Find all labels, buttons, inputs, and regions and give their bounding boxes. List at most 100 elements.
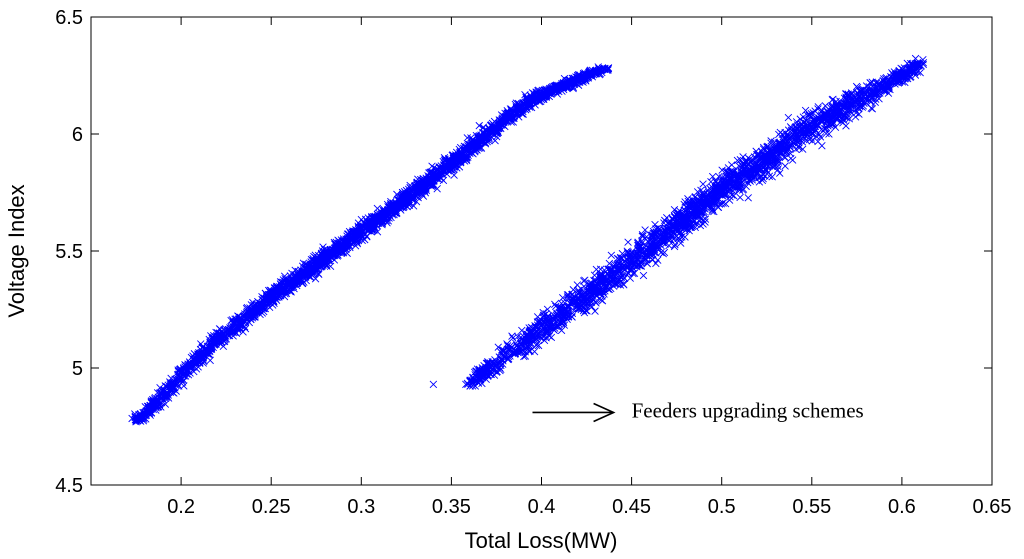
scatter-point-series-2 (833, 103, 841, 111)
scatter-point-series-2 (652, 259, 660, 268)
scatter-point-series-2 (535, 317, 543, 326)
scatter-point-series-2 (837, 100, 845, 108)
scatter-point-series-2 (854, 103, 863, 112)
scatter-point-series-1 (561, 80, 570, 89)
scatter-point-series-1 (409, 202, 418, 210)
scatter-point-series-1 (537, 92, 546, 101)
scatter-point-series-2 (511, 350, 519, 358)
scatter-point-series-2 (469, 373, 477, 382)
scatter-point-series-1 (327, 252, 335, 260)
scatter-point-series-2 (861, 98, 870, 107)
scatter-point-series-2 (634, 251, 643, 260)
scatter-point-series-2 (654, 256, 662, 264)
scatter-point-series-1 (169, 385, 178, 393)
scatter-point-series-2 (680, 200, 688, 209)
scatter-point-series-1 (384, 203, 392, 211)
scatter-point-series-1 (435, 166, 443, 175)
scatter-point-series-1 (321, 259, 330, 268)
scatter-point-series-1 (600, 64, 609, 73)
scatter-point-series-2 (617, 254, 625, 263)
scatter-point-series-2 (662, 227, 670, 235)
scatter-point-series-2 (908, 68, 916, 76)
scatter-point-series-2 (686, 200, 695, 208)
scatter-point-series-1 (306, 261, 314, 269)
y-tick-label: 6 (72, 124, 83, 146)
scatter-point-series-1 (250, 308, 259, 316)
scatter-point-series-2 (623, 261, 631, 269)
scatter-point-series-1 (256, 300, 265, 308)
scatter-point-series-2 (729, 176, 738, 185)
scatter-point-series-2 (520, 352, 528, 361)
scatter-point-series-1 (369, 219, 378, 227)
scatter-point-series-2 (846, 100, 854, 109)
scatter-point-series-2 (744, 178, 752, 187)
scatter-point-series-2 (784, 132, 793, 141)
scatter-point-series-2 (733, 156, 742, 165)
scatter-point-series-2 (588, 303, 596, 311)
scatter-point-series-2 (604, 279, 612, 287)
scatter-point-series-2 (543, 305, 552, 314)
scatter-point-series-1 (161, 394, 170, 402)
scatter-point-series-1 (527, 99, 535, 108)
scatter-point-series-2 (896, 76, 904, 84)
scatter-point-series-2 (580, 308, 589, 317)
scatter-point-series-2 (591, 307, 599, 315)
scatter-point-series-1 (584, 74, 592, 82)
scatter-point-series-1 (297, 266, 305, 274)
scatter-point-series-2 (623, 247, 631, 255)
scatter-point-series-1 (310, 252, 318, 261)
scatter-point-series-2 (626, 254, 634, 262)
scatter-point-series-1 (256, 310, 264, 319)
scatter-point-series-2 (669, 214, 677, 223)
scatter-point-series-1 (226, 327, 235, 336)
scatter-point-series-2 (762, 155, 771, 163)
scatter-point-series-1 (149, 395, 157, 404)
scatter-point-series-2 (514, 344, 523, 352)
scatter-point-series-2 (880, 87, 889, 95)
scatter-point-series-2 (675, 220, 683, 229)
scatter-point-series-2 (693, 197, 702, 206)
scatter-point-series-2 (638, 230, 647, 239)
scatter-point-series-1 (150, 395, 159, 403)
scatter-point-series-2 (784, 113, 793, 122)
scatter-point-series-2 (856, 86, 864, 95)
scatter-point-series-2 (509, 334, 517, 342)
scatter-point-series-2 (666, 235, 675, 244)
scatter-point-series-1 (391, 199, 400, 208)
scatter-point-series-2 (553, 321, 562, 329)
scatter-point-series-1 (240, 322, 249, 331)
scatter-point-series-2 (618, 263, 627, 271)
data-points (128, 54, 928, 426)
scatter-point-series-2 (659, 249, 667, 258)
scatter-point-series-1 (146, 401, 155, 410)
scatter-point-series-1 (265, 303, 274, 311)
scatter-point-series-2 (868, 78, 876, 86)
scatter-point-series-1 (131, 413, 139, 422)
scatter-point-series-2 (853, 95, 862, 104)
scatter-point-series-1 (220, 326, 228, 334)
scatter-point-series-2 (909, 61, 918, 69)
scatter-point-series-2 (851, 113, 860, 121)
scatter-point-series-2 (701, 218, 709, 226)
scatter-point-series-2 (901, 78, 909, 87)
scatter-point-series-1 (464, 147, 473, 156)
scatter-point-series-1 (288, 277, 296, 285)
scatter-point-series-2 (497, 365, 505, 374)
scatter-point-series-2 (786, 141, 794, 150)
scatter-point-series-2 (768, 145, 777, 154)
scatter-point-series-1 (553, 90, 562, 98)
scatter-point-series-1 (247, 315, 255, 323)
scatter-point-series-2 (517, 340, 525, 348)
scatter-point-series-1 (511, 100, 520, 109)
scatter-point-series-2 (840, 116, 848, 124)
scatter-point-series-2 (516, 337, 525, 345)
scatter-point-series-1 (477, 132, 485, 140)
scatter-point-series-2 (728, 167, 737, 175)
scatter-point-series-2 (713, 183, 721, 192)
scatter-point-series-2 (866, 79, 874, 87)
scatter-point-series-2 (832, 102, 841, 110)
scatter-point-series-2 (728, 187, 737, 195)
scatter-point-series-2 (483, 371, 491, 380)
scatter-point-series-1 (428, 180, 437, 188)
scatter-point-series-2 (678, 233, 686, 241)
